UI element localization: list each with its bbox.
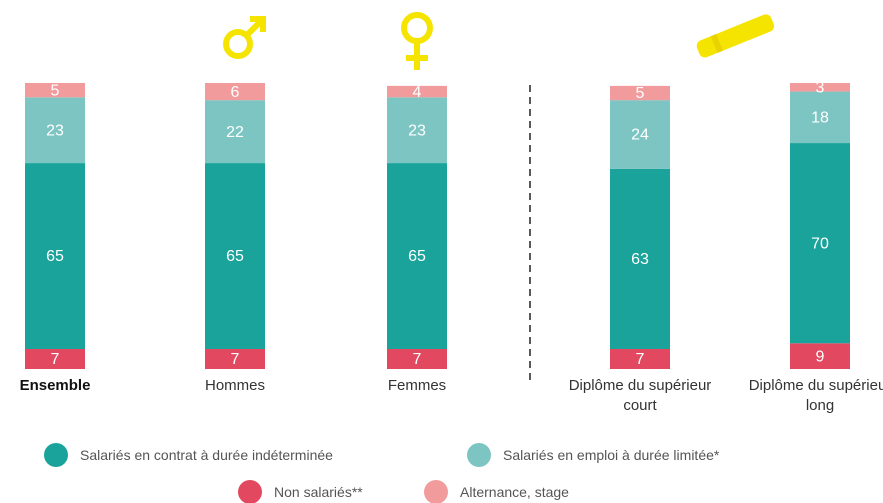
bar-segment: [790, 91, 850, 144]
bar-segment: [610, 348, 670, 369]
data-label: 65: [408, 248, 426, 265]
data-label: 3: [816, 80, 825, 97]
data-label: 23: [46, 122, 64, 139]
data-label: 5: [51, 82, 60, 99]
bar-segment: [25, 83, 85, 98]
data-label: 22: [226, 124, 244, 141]
bar-segment: [205, 100, 265, 164]
data-label: 65: [226, 248, 244, 265]
legend-label: Salariés en emploi à durée limitée*: [503, 447, 720, 463]
category-label: Diplôme du supérieur long: [748, 377, 883, 414]
category-label: Diplôme du supérieur court: [568, 377, 712, 414]
category-label: Ensemble: [19, 377, 91, 394]
data-label: 7: [413, 351, 422, 368]
data-label: 24: [631, 127, 649, 144]
bar-segment: [387, 97, 447, 164]
male-icon: [223, 16, 266, 59]
bar-segment: [790, 343, 850, 369]
legend-swatch: [44, 443, 68, 467]
bar-segment: [387, 348, 447, 369]
data-label: 18: [811, 110, 829, 127]
bar-segment: [610, 168, 670, 349]
data-label: 7: [231, 351, 240, 368]
bar-segment: [790, 83, 850, 92]
data-label: 63: [631, 251, 649, 268]
legend-swatch: [467, 443, 491, 467]
data-label: 5: [636, 85, 645, 102]
category-label: Hommes: [204, 377, 265, 394]
female-icon: [401, 12, 433, 70]
bar-segment: [25, 163, 85, 349]
bar-segment: [610, 100, 670, 169]
data-label: 6: [231, 84, 240, 101]
legend-swatch: [238, 480, 262, 503]
bar-segment: [25, 97, 85, 164]
category-label: Femmes: [387, 377, 447, 394]
legend-swatch: [424, 480, 448, 503]
bar-segment: [25, 348, 85, 369]
data-label: 7: [51, 351, 60, 368]
legend-label: Alternance, stage: [460, 484, 569, 500]
data-label: 4: [413, 84, 422, 101]
bar-segment: [205, 348, 265, 369]
bar-segment: [205, 83, 265, 101]
data-label: 23: [408, 122, 426, 139]
diploma-icon: [696, 14, 775, 58]
bar-segment: [387, 163, 447, 349]
bar-segment: [790, 143, 850, 344]
data-label: 65: [46, 248, 64, 265]
bar-segment: [387, 85, 447, 98]
data-label: 70: [811, 235, 829, 252]
legend-label: Salariés en contrat à durée indéterminée: [80, 447, 333, 463]
bar-segment: [205, 163, 265, 349]
data-label: 9: [816, 348, 825, 365]
bar-segment: [610, 85, 670, 101]
data-label: 7: [636, 351, 645, 368]
legend-label: Non salariés**: [274, 484, 363, 500]
